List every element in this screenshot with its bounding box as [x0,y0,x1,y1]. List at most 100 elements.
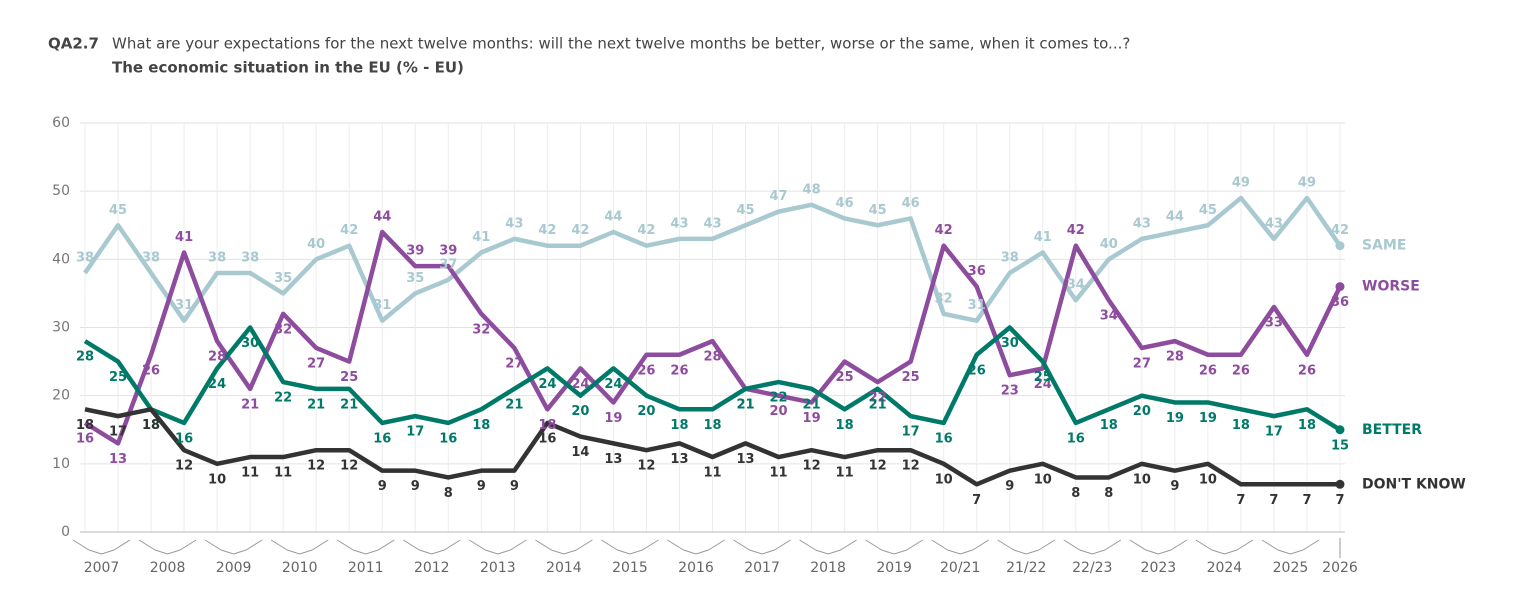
value-label: 7 [1302,493,1311,508]
x-tick-label: 2015 [612,560,648,576]
value-label: 43 [703,216,721,231]
value-label: 22 [869,391,887,406]
value-label: 25 [1034,370,1052,385]
value-label: 16 [439,431,457,446]
value-label: 21 [736,397,754,412]
value-label: 20 [770,404,788,419]
y-tick-label: 60 [52,115,70,131]
value-label: 12 [340,459,358,474]
x-tick-label: 2018 [810,560,846,576]
value-label: 44 [373,210,391,225]
value-label: 31 [175,298,193,313]
value-label: 9 [1170,479,1179,494]
value-label: 19 [803,411,821,426]
end-marker [1335,479,1345,489]
value-label: 7 [1335,493,1344,508]
value-label: 9 [378,479,387,494]
x-group-chevron [865,539,923,555]
value-label: 28 [76,350,94,365]
value-label: 18 [142,418,160,433]
value-label: 20 [1133,404,1151,419]
x-tick-label: 2024 [1207,560,1243,576]
value-label: 42 [538,223,556,238]
end-marker [1335,425,1345,435]
value-label: 21 [803,397,821,412]
value-label: 41 [472,230,490,245]
x-tick-label: 22/23 [1072,560,1112,576]
value-label: 31 [968,298,986,313]
value-label: 28 [1166,350,1184,365]
value-label: 41 [175,230,193,245]
value-label: 7 [972,493,981,508]
value-label: 38 [1001,250,1019,265]
value-label: 35 [406,271,424,286]
question-code: QA2.7 [48,35,99,53]
value-label: 21 [307,397,325,412]
value-label: 39 [406,244,424,259]
value-label: 48 [803,182,821,197]
y-tick-label: 0 [61,524,70,540]
value-label: 25 [340,370,358,385]
value-label: 43 [1265,216,1283,231]
value-label: 17 [902,425,920,440]
value-label: 13 [670,452,688,467]
y-tick-label: 50 [52,183,70,199]
value-label: 27 [1133,356,1151,371]
value-label: 47 [770,189,788,204]
value-label: 22 [770,391,788,406]
x-group-chevron [601,539,659,555]
value-label: 32 [472,322,490,337]
value-label: 10 [935,472,953,487]
value-label: 40 [1100,237,1118,252]
value-label: 38 [142,250,160,265]
value-label: 26 [1232,363,1250,378]
value-label: 8 [444,486,453,501]
value-label: 34 [1100,309,1118,324]
x-group-chevron [138,539,197,555]
value-label: 12 [902,459,920,474]
x-group-chevron [733,539,791,555]
value-label: 37 [439,257,457,272]
value-label: 18 [1232,418,1250,433]
value-label: 12 [637,459,655,474]
value-label: 14 [571,445,589,460]
x-tick-label: 2017 [744,560,780,576]
value-label: 16 [935,431,953,446]
value-label: 16 [538,431,556,446]
value-label: 43 [505,216,523,231]
value-label: 17 [109,425,127,440]
value-label: 17 [406,425,424,440]
value-label: 18 [538,418,556,433]
x-group-chevron [469,539,527,555]
value-label: 38 [241,250,259,265]
value-label: 17 [1265,425,1283,440]
value-label: 11 [836,466,854,481]
value-label: 16 [76,431,94,446]
value-label: 18 [142,418,160,433]
value-label: 18 [703,418,721,433]
value-label: 13 [604,452,622,467]
x-tick-label: 2009 [216,560,252,576]
value-label: 15 [1331,438,1349,453]
value-label: 19 [1199,411,1217,426]
value-label: 24 [571,377,589,392]
x-tick-label: 2012 [414,560,450,576]
series-line [83,195,1342,323]
value-label: 33 [1265,316,1283,331]
legend-label: SAME [1362,238,1406,254]
value-label: 30 [241,336,259,351]
value-label: 41 [1034,230,1052,245]
value-label: 36 [1331,295,1349,310]
value-label: 45 [109,203,127,218]
value-label: 18 [472,418,490,433]
value-label: 16 [1067,431,1085,446]
value-label: 20 [637,404,655,419]
value-label: 36 [968,264,986,279]
value-label: 26 [1298,363,1316,378]
value-label: 45 [1199,203,1217,218]
x-group-chevron [931,539,989,555]
value-label: 11 [703,466,721,481]
value-label: 25 [109,370,127,385]
x-group-chevron [1129,539,1188,555]
y-tick-label: 10 [52,456,70,472]
